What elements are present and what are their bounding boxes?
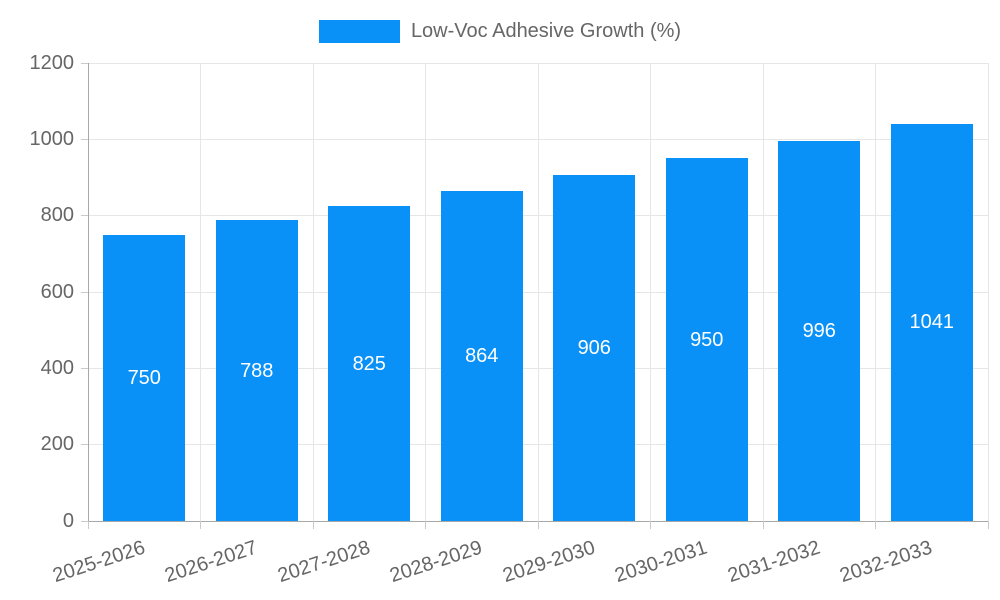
x-tick-label: 2026-2027 — [162, 536, 260, 588]
y-tick-label: 1000 — [29, 127, 75, 150]
bar-value-label: 906 — [577, 337, 611, 360]
y-tick-mark — [81, 520, 88, 522]
x-tick-label: 2028-2029 — [387, 536, 485, 588]
bar-2031-2032 — [778, 140, 861, 521]
v-gridline — [312, 63, 314, 521]
x-tick-mark — [762, 521, 764, 529]
y-tick-mark — [81, 215, 88, 217]
bar-2029-2030 — [553, 175, 636, 521]
y-tick-mark — [81, 444, 88, 446]
y-tick-label: 600 — [40, 280, 74, 303]
bar-value-label: 825 — [352, 352, 386, 375]
bar-value-label: 1041 — [909, 311, 955, 334]
bar-value-label: 750 — [127, 366, 161, 389]
y-tick-label: 0 — [62, 509, 74, 532]
bar-value-label: 788 — [240, 359, 274, 382]
x-tick-label: 2031-2032 — [724, 536, 823, 588]
bar-value-label: 864 — [465, 345, 499, 368]
bar-2026-2027 — [215, 220, 298, 521]
y-tick-label: 400 — [40, 356, 74, 379]
y-axis-line — [87, 63, 89, 521]
x-tick-label: 2029-2030 — [499, 536, 598, 588]
v-gridline — [875, 63, 876, 521]
bar-value-label: 950 — [690, 328, 724, 351]
legend[interactable]: Low-Voc Adhesive Growth (%) — [0, 19, 1000, 44]
bar-2032-2033 — [890, 123, 973, 521]
x-tick-mark — [650, 521, 651, 529]
y-tick-mark — [81, 367, 88, 369]
bar-value-label: 996 — [802, 319, 836, 342]
x-tick-mark — [312, 521, 314, 529]
x-tick-mark — [425, 521, 426, 529]
v-gridline — [987, 63, 989, 521]
bar-2028-2029 — [440, 191, 523, 521]
x-tick-label: 2030-2031 — [612, 536, 710, 588]
bar-2030-2031 — [665, 158, 748, 521]
y-tick-label: 1200 — [29, 51, 75, 74]
y-tick-label: 800 — [40, 204, 74, 227]
y-tick-mark — [81, 138, 88, 140]
x-tick-mark — [987, 521, 989, 529]
bar-2025-2026 — [103, 234, 186, 521]
legend-swatch-icon — [318, 20, 400, 43]
legend-label: Low-Voc Adhesive Growth (%) — [410, 20, 682, 42]
x-tick-label: 2025-2026 — [49, 536, 148, 588]
x-tick-mark — [537, 521, 539, 529]
v-gridline — [762, 63, 764, 521]
x-tick-mark — [87, 521, 89, 529]
v-gridline — [425, 63, 426, 521]
v-gridline — [200, 63, 201, 521]
bar-2027-2028 — [328, 206, 411, 521]
y-tick-mark — [81, 291, 88, 293]
x-tick-label: 2027-2028 — [274, 536, 373, 588]
plot-area: 750 788 825 864 906 950 996 1041 — [81, 62, 989, 529]
v-gridline — [537, 63, 539, 521]
v-gridline — [650, 63, 651, 521]
y-tick-mark — [81, 62, 88, 64]
x-tick-label: 2032-2033 — [837, 536, 935, 588]
x-tick-mark — [875, 521, 876, 529]
x-tick-mark — [200, 521, 201, 529]
y-tick-label: 200 — [40, 433, 74, 456]
